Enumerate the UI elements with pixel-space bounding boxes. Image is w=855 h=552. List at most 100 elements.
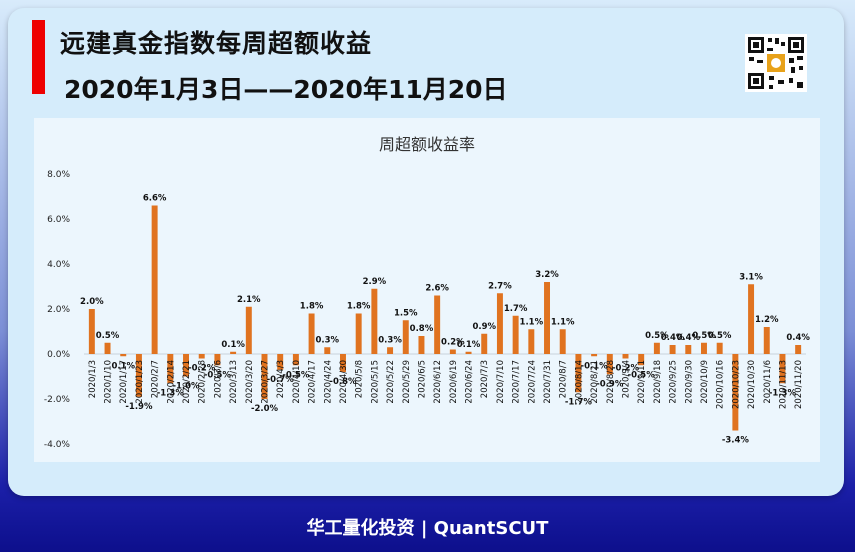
- bar: [622, 354, 629, 359]
- bar: [308, 313, 315, 354]
- x-tick-label: 2020/1/17: [119, 360, 129, 404]
- bar: [324, 347, 331, 354]
- bar: [88, 309, 95, 354]
- x-tick-label: 2020/6/19: [449, 360, 459, 404]
- bar: [104, 342, 111, 354]
- bar: [135, 354, 142, 397]
- bar: [512, 315, 519, 354]
- data-label: -1.7%: [565, 397, 593, 407]
- data-label: -0.5%: [628, 370, 656, 380]
- data-label: 0.2%: [441, 338, 465, 348]
- x-tick-label: 2020/4/3: [276, 360, 286, 398]
- footer-brand: 华工量化投资 | QuantSCUT: [306, 518, 549, 539]
- page-title: 远建真金指数每周超额收益: [60, 29, 373, 58]
- bar: [230, 351, 237, 354]
- x-tick-label: 2020/9/4: [622, 360, 632, 398]
- bar: [277, 354, 284, 370]
- data-label: 0.3%: [315, 335, 339, 345]
- x-tick-label: 2020/6/12: [433, 360, 443, 404]
- bar: [763, 327, 770, 354]
- bar: [449, 349, 456, 354]
- x-tick-label: 2020/8/7: [559, 360, 569, 398]
- data-label: -1.9%: [125, 402, 153, 412]
- y-tick-label: 0.0%: [47, 350, 70, 360]
- x-tick-label: 2020/5/15: [370, 360, 380, 404]
- bar: [371, 288, 378, 354]
- data-label: 3.1%: [739, 272, 763, 282]
- x-tick-label: 2020/4/10: [292, 360, 302, 404]
- x-axis-labels: 2020/1/3 2020/1/10 2020/1/17 2020/1/23 2020/…: [88, 360, 804, 409]
- x-tick-label: 2020/1/23: [135, 360, 145, 404]
- bar: [387, 347, 394, 354]
- x-tick-label: 2020/3/20: [245, 360, 255, 404]
- data-label: 0.1%: [221, 340, 245, 350]
- data-label: -0.5%: [204, 370, 232, 380]
- x-tick-label: 2020/3/6: [213, 360, 223, 398]
- date-range: 2020年1月3日——2020年11月20日: [64, 75, 508, 104]
- x-tick-label: 2020/2/21: [182, 360, 192, 404]
- qr-code: [745, 34, 807, 92]
- data-label: 0.5%: [96, 331, 120, 341]
- data-label: 2.9%: [363, 277, 387, 287]
- chart-title: 周超额收益率: [379, 135, 475, 154]
- bar-chart: 周超额收益率 -4.0% -2.0% 0.0% 2.0% 4.0% 6.0% 8.0% 20…: [44, 135, 811, 450]
- bar: [685, 345, 692, 354]
- bar: [214, 354, 221, 366]
- x-tick-label: 2020/10/16: [716, 360, 726, 409]
- x-tick-label: 2020/8/14: [574, 360, 584, 404]
- bar: [496, 293, 503, 354]
- y-tick-label: -4.0%: [44, 440, 71, 450]
- bar: [748, 284, 755, 354]
- x-tick-label: 2020/10/30: [747, 360, 757, 409]
- data-label: -0.5%: [282, 370, 310, 380]
- bar: [669, 345, 676, 354]
- bar: [292, 354, 299, 366]
- data-label: 6.6%: [143, 194, 167, 204]
- x-tick-label: 2020/1/10: [104, 360, 114, 404]
- x-tick-label: 2020/7/31: [543, 360, 553, 404]
- x-tick-label: 2020/9/18: [653, 360, 663, 404]
- bar: [606, 354, 613, 375]
- chart-panel: 周超额收益率 -4.0% -2.0% 0.0% 2.0% 4.0% 6.0% 8.0% 20…: [34, 118, 820, 462]
- data-label: 2.0%: [80, 297, 104, 307]
- y-tick-label: 2.0%: [47, 305, 70, 315]
- x-tick-label: 2020/7/17: [512, 360, 522, 404]
- x-tick-label: 2020/5/8: [355, 360, 365, 398]
- data-label: 0.5%: [645, 331, 669, 341]
- data-label: 1.2%: [755, 315, 779, 325]
- x-tick-label: 2020/11/20: [794, 360, 804, 409]
- data-label: 2.7%: [488, 281, 512, 291]
- bar: [544, 282, 551, 354]
- bar: [261, 354, 268, 399]
- bar: [779, 354, 786, 384]
- bar: [559, 329, 566, 354]
- x-tick-label: 2020/10/23: [731, 360, 741, 409]
- bar: [732, 354, 739, 431]
- bar: [638, 354, 645, 366]
- data-label: -0.1%: [581, 361, 609, 371]
- x-tick-label: 2020/7/10: [496, 360, 506, 404]
- data-label: 0.5%: [692, 331, 716, 341]
- data-label: 2.6%: [425, 284, 449, 294]
- data-label: 1.7%: [504, 304, 528, 314]
- bar: [700, 342, 707, 354]
- x-tick-label: 2020/6/5: [417, 360, 427, 398]
- data-label: 0.5%: [708, 331, 732, 341]
- x-tick-label: 2020/9/25: [669, 360, 679, 404]
- x-tick-label: 2020/2/14: [166, 360, 176, 404]
- data-label: -0.9%: [596, 379, 624, 389]
- title-accent-bar: [32, 20, 45, 94]
- data-label: -1.0%: [172, 382, 200, 392]
- x-tick-label: 2020/5/29: [402, 360, 412, 404]
- data-label: -1.3%: [157, 388, 185, 398]
- data-label: 0.9%: [472, 322, 496, 332]
- x-tick-label: 2020/7/24: [527, 360, 537, 404]
- x-tick-label: 2020/10/9: [700, 360, 710, 404]
- bar: [434, 295, 441, 354]
- data-labels: 2.0%0.5%0.1%-1.9%6.6%-1.3%-1.0%-0.2%-0.5…: [80, 194, 810, 446]
- data-label: 1.8%: [347, 302, 371, 312]
- bar: [591, 354, 598, 357]
- bar: [575, 354, 582, 393]
- x-tick-label: 2020/8/28: [606, 360, 616, 404]
- bar: [198, 354, 205, 359]
